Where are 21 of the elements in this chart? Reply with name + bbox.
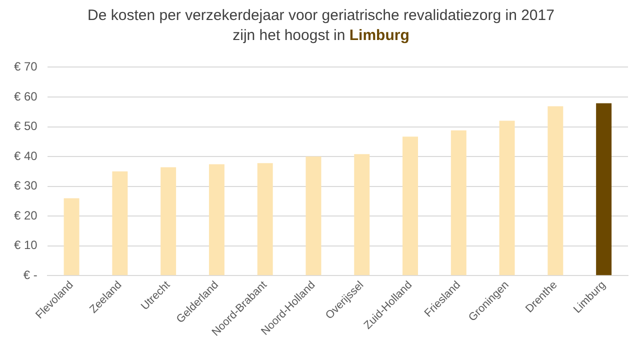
bar [257,163,273,276]
bar [112,171,128,276]
bar [402,136,418,276]
bar [160,167,176,276]
chart-title: De kosten per verzekerdejaar voor geriatrische revalidatiezorg in 2017 zijn het hoogst in Limburg [86,6,556,46]
bar [499,120,515,276]
bar [596,103,612,276]
bar [64,198,80,276]
y-tick-label: € 60 [14,89,38,104]
y-tick-label: € 10 [14,238,38,252]
bar [548,106,564,276]
y-tick-label: € 50 [14,119,38,134]
bar [208,164,224,276]
y-tick-label: € 20 [14,208,38,222]
bar [354,154,370,276]
bar [306,156,322,276]
y-tick-label: € 30 [14,178,38,193]
y-tick-label: € - [23,268,38,282]
bar [450,130,466,276]
y-tick-label: € 70 [14,60,38,74]
y-tick-label: € 40 [14,148,38,163]
